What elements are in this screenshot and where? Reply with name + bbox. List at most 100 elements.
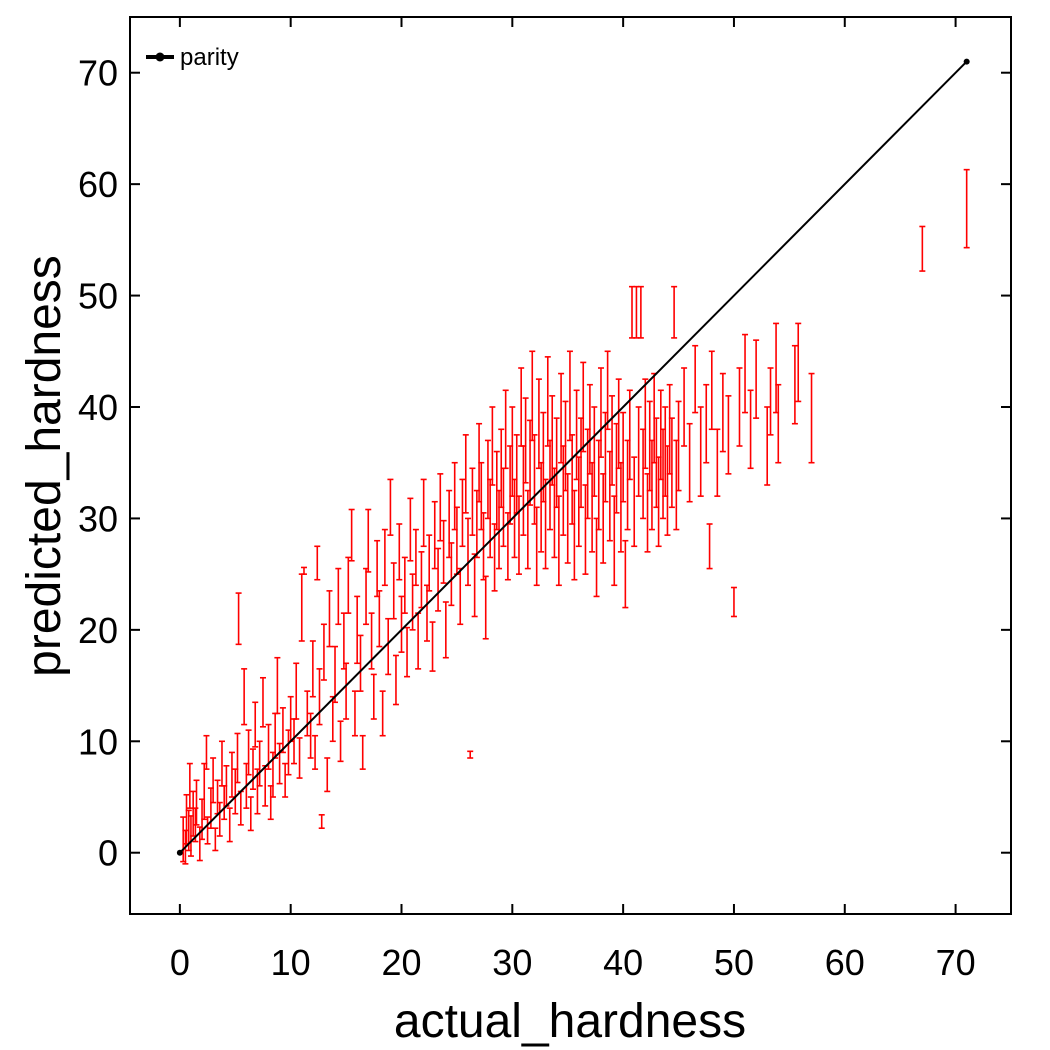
errorbar-point xyxy=(409,573,416,631)
errorbar-point xyxy=(435,547,442,612)
errorbar-point xyxy=(337,720,344,763)
legend: parity xyxy=(146,44,239,71)
errorbar-point xyxy=(256,740,263,787)
errorbar-point xyxy=(412,528,419,587)
errorbar-point xyxy=(359,734,366,770)
errorbar-point xyxy=(235,592,242,646)
parity-endpoint xyxy=(963,58,970,65)
errorbar-point xyxy=(365,508,372,573)
errorbar-point xyxy=(390,562,397,620)
errorbar-point xyxy=(571,489,578,581)
errorbar-point xyxy=(795,322,802,403)
errorbar-point xyxy=(332,645,339,704)
errorbar-point xyxy=(387,478,394,536)
errorbar-point xyxy=(736,367,743,447)
errorbar-point xyxy=(186,762,193,809)
errorbar-point xyxy=(626,389,633,481)
errorbar-point xyxy=(357,634,364,692)
y-tick-label: 60 xyxy=(78,164,118,205)
errorbar-point xyxy=(420,478,427,548)
errorbar-point xyxy=(318,814,325,830)
errorbar-point xyxy=(747,389,754,470)
errorbar-point xyxy=(708,350,715,431)
errorbar-point xyxy=(675,400,682,492)
errorbar-point xyxy=(604,350,611,431)
errorbar-point xyxy=(210,757,217,804)
errorbar-point xyxy=(241,668,248,726)
errorbar-point xyxy=(234,732,241,784)
errorbar-point xyxy=(193,779,200,826)
errorbar-point xyxy=(335,567,342,626)
errorbar-point xyxy=(462,434,469,514)
errorbar-point xyxy=(304,690,311,737)
errorbar-point xyxy=(637,285,644,339)
errorbar-point xyxy=(482,575,489,640)
y-tick-label: 40 xyxy=(78,387,118,428)
errorbar-point xyxy=(392,654,399,706)
errorbar-point xyxy=(697,406,704,497)
errorbar-point xyxy=(706,523,713,570)
x-tick-label: 10 xyxy=(271,942,311,983)
x-axis-title: actual_hardness xyxy=(394,995,746,1048)
errorbar-point xyxy=(276,742,283,785)
errorbar-point xyxy=(396,523,403,581)
errorbar-point xyxy=(300,566,307,575)
errorbar-point xyxy=(440,519,447,584)
errorbar-point xyxy=(252,701,259,748)
errorbar-point xyxy=(730,586,737,618)
errorbar-point xyxy=(348,508,355,562)
errorbar-point xyxy=(312,734,319,770)
x-tick-label: 30 xyxy=(492,942,532,983)
errorbar-point xyxy=(282,762,289,798)
errorbar-point xyxy=(385,617,392,676)
errorbar-point xyxy=(764,406,771,486)
y-tick-label: 20 xyxy=(78,610,118,651)
errorbar-point xyxy=(309,640,316,698)
parity-series xyxy=(176,58,970,856)
errorbar-point xyxy=(742,333,749,414)
errorbar-point xyxy=(631,456,638,548)
x-tick-label: 0 xyxy=(170,942,190,983)
errorbar-point xyxy=(469,467,476,536)
legend-parity-label: parity xyxy=(180,44,239,71)
legend-parity-marker xyxy=(155,52,165,62)
errorbar-point xyxy=(668,417,675,509)
errorbar-point xyxy=(316,668,323,726)
errorbar-point xyxy=(533,506,540,587)
errorbar-point xyxy=(808,372,815,464)
errorbar-point xyxy=(591,406,598,497)
errorbar-point xyxy=(467,750,474,759)
errorbar-point xyxy=(714,428,721,497)
errorbar-point xyxy=(622,539,629,609)
y-tick-label: 70 xyxy=(78,53,118,94)
errorbar-series xyxy=(180,168,970,865)
errorbar-point xyxy=(963,168,970,249)
errorbar-point xyxy=(343,662,350,720)
y-tick-label: 10 xyxy=(78,721,118,762)
errorbar-point xyxy=(522,397,529,484)
errorbar-point xyxy=(437,473,444,542)
errorbar-point xyxy=(274,656,281,715)
y-tick-label: 0 xyxy=(98,833,118,874)
errorbar-point xyxy=(203,734,210,770)
errorbar-point xyxy=(620,411,627,503)
axis-ticks: 0 10 20 30 40 50 60 70 0 10 20 30 40 50 60 70 xyxy=(78,17,1011,983)
errorbar-point xyxy=(247,796,254,832)
errorbar-point xyxy=(296,737,303,779)
errorbar-point xyxy=(775,383,782,464)
errorbar-point xyxy=(426,534,433,592)
errorbar-point xyxy=(767,367,774,436)
errorbar-point xyxy=(314,545,321,581)
errorbar-point xyxy=(692,344,699,414)
errorbar-point xyxy=(250,748,257,791)
errorbar-point xyxy=(725,395,732,475)
errorbar-point xyxy=(719,372,726,453)
errorbar-point xyxy=(407,497,414,562)
errorbar-point xyxy=(542,478,549,570)
errorbar-point xyxy=(212,827,219,852)
errorbar-point xyxy=(398,595,405,653)
errorbar-point xyxy=(320,623,327,681)
errorbar-point xyxy=(555,495,562,587)
errorbar-point xyxy=(429,621,436,672)
